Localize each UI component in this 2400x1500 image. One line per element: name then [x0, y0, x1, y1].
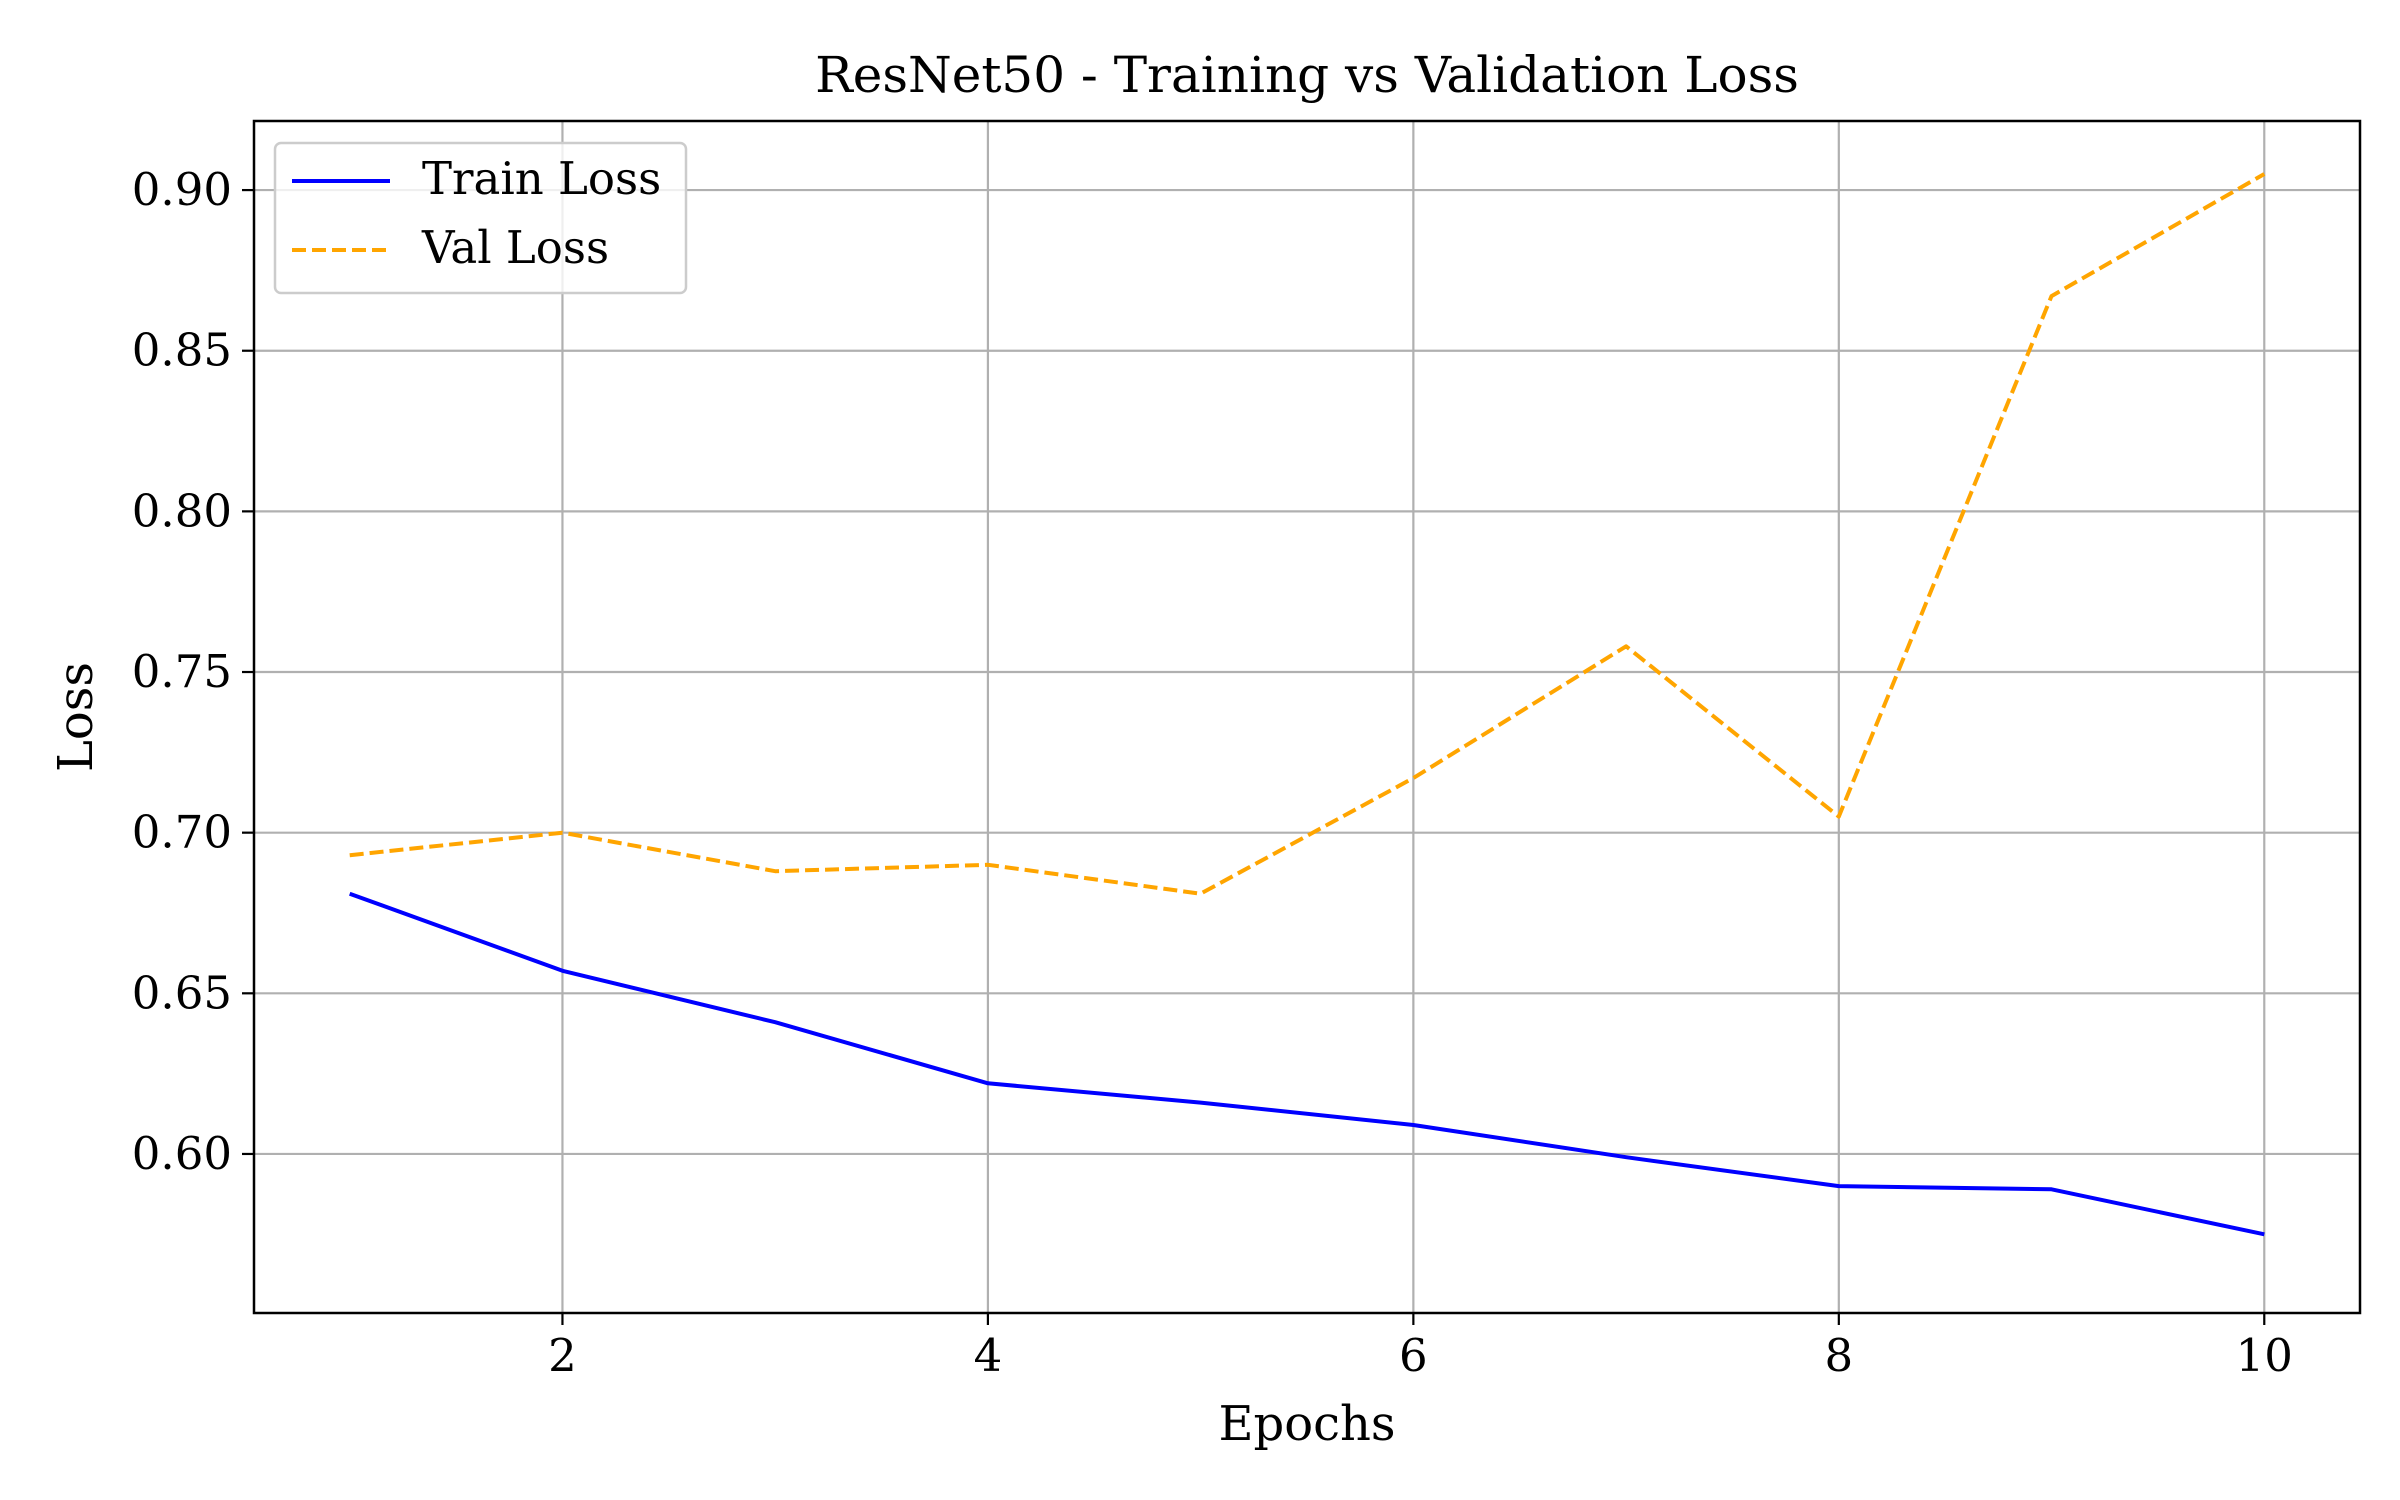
- x-tick-label: 2: [548, 1329, 577, 1382]
- y-tick-label: 0.90: [132, 163, 232, 216]
- plot-frame: [252, 119, 2362, 1315]
- grid: [254, 121, 2360, 1313]
- y-axis-label: Loss: [48, 662, 104, 772]
- x-tick-label: 6: [1399, 1329, 1428, 1382]
- chart-title: ResNet50 - Training vs Validation Loss: [815, 46, 1799, 104]
- x-axis-label: Epochs: [1218, 1396, 1395, 1452]
- x-tick-label: 10: [2236, 1329, 2293, 1382]
- y-tick-label: 0.85: [132, 324, 232, 377]
- legend-label-val-loss: Val Loss: [421, 221, 609, 274]
- y-tick-label: 0.80: [132, 484, 232, 537]
- series-lines: [349, 172, 2266, 1237]
- legend-label-train-loss: Train Loss: [422, 152, 661, 205]
- y-tick-label: 0.60: [132, 1127, 232, 1180]
- y-tick-label: 0.70: [132, 806, 232, 859]
- y-tick-label: 0.65: [132, 966, 232, 1019]
- x-tick-label: 8: [1824, 1329, 1853, 1382]
- axis-ticks: 2 4 6 8 10 0.60 0.65 0.70 0.75 0.80 0.85 0.90: [132, 163, 2293, 1382]
- legend: Train Loss Val Loss: [273, 141, 688, 295]
- x-tick-label: 4: [974, 1329, 1003, 1382]
- series-line-val-loss: [349, 172, 2266, 896]
- series-line-train-loss: [349, 891, 2265, 1237]
- y-tick-label: 0.75: [132, 645, 232, 698]
